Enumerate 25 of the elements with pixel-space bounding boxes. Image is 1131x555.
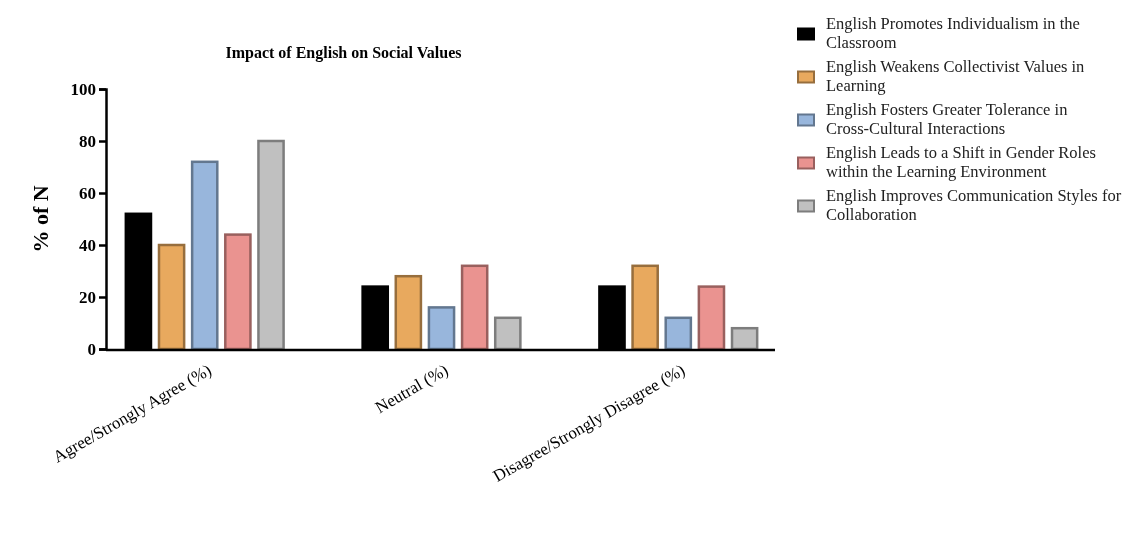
chart-title: Impact of English on Social Values (225, 44, 462, 62)
bar (697, 285, 726, 351)
bar (427, 306, 456, 351)
bar (664, 316, 693, 351)
legend-label: English Leads to a Shift in Gender Roles within the Learning Environment (826, 143, 1096, 181)
y-tick-label: 80 (79, 131, 96, 151)
bar (394, 274, 423, 351)
bar (190, 160, 219, 351)
bar (157, 243, 186, 351)
legend-label: English Weakens Collectivist Values in Learning (826, 57, 1085, 95)
y-tick-label: 40 (79, 235, 96, 255)
bar (631, 264, 659, 351)
legend-label: English Fosters Greater Tolerance in Cross-Cultural Interactions (826, 100, 1068, 138)
y-tick-label: 20 (79, 287, 96, 307)
bar (257, 139, 285, 351)
legend-label: English Improves Communication Styles for Collaboration (826, 186, 1122, 224)
bar (493, 316, 522, 351)
y-tick-label: 60 (79, 183, 96, 203)
y-tick-label: 100 (70, 79, 96, 99)
legend-label: English Promotes Individualism in the Classroom (826, 14, 1080, 52)
bar (460, 264, 489, 351)
bar (730, 326, 759, 351)
bar (224, 233, 252, 351)
y-axis-title: % of N (28, 185, 53, 253)
y-tick-label: 0 (87, 339, 96, 359)
